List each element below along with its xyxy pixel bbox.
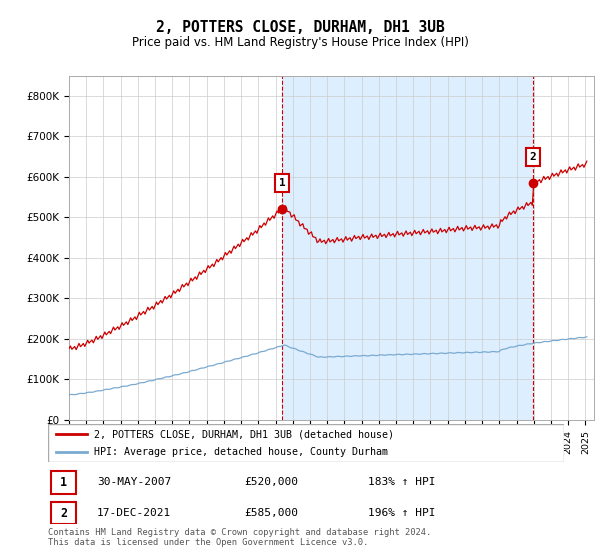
Text: 2: 2: [60, 506, 67, 520]
Text: 30-MAY-2007: 30-MAY-2007: [97, 478, 171, 487]
FancyBboxPatch shape: [50, 502, 76, 524]
FancyBboxPatch shape: [50, 472, 76, 493]
Text: 1: 1: [279, 178, 286, 188]
Text: 2, POTTERS CLOSE, DURHAM, DH1 3UB: 2, POTTERS CLOSE, DURHAM, DH1 3UB: [155, 20, 445, 35]
Text: HPI: Average price, detached house, County Durham: HPI: Average price, detached house, Coun…: [94, 447, 388, 458]
Text: 2, POTTERS CLOSE, DURHAM, DH1 3UB (detached house): 2, POTTERS CLOSE, DURHAM, DH1 3UB (detac…: [94, 429, 394, 439]
Text: 1: 1: [60, 476, 67, 489]
Text: 183% ↑ HPI: 183% ↑ HPI: [368, 478, 436, 487]
Text: £585,000: £585,000: [244, 508, 298, 518]
Text: £520,000: £520,000: [244, 478, 298, 487]
FancyBboxPatch shape: [48, 424, 564, 462]
Text: Price paid vs. HM Land Registry's House Price Index (HPI): Price paid vs. HM Land Registry's House …: [131, 36, 469, 49]
Bar: [282, 76, 533, 420]
Text: Contains HM Land Registry data © Crown copyright and database right 2024.
This d: Contains HM Land Registry data © Crown c…: [48, 528, 431, 547]
Text: 196% ↑ HPI: 196% ↑ HPI: [368, 508, 436, 518]
Text: 2: 2: [530, 152, 536, 162]
Text: 17-DEC-2021: 17-DEC-2021: [97, 508, 171, 518]
